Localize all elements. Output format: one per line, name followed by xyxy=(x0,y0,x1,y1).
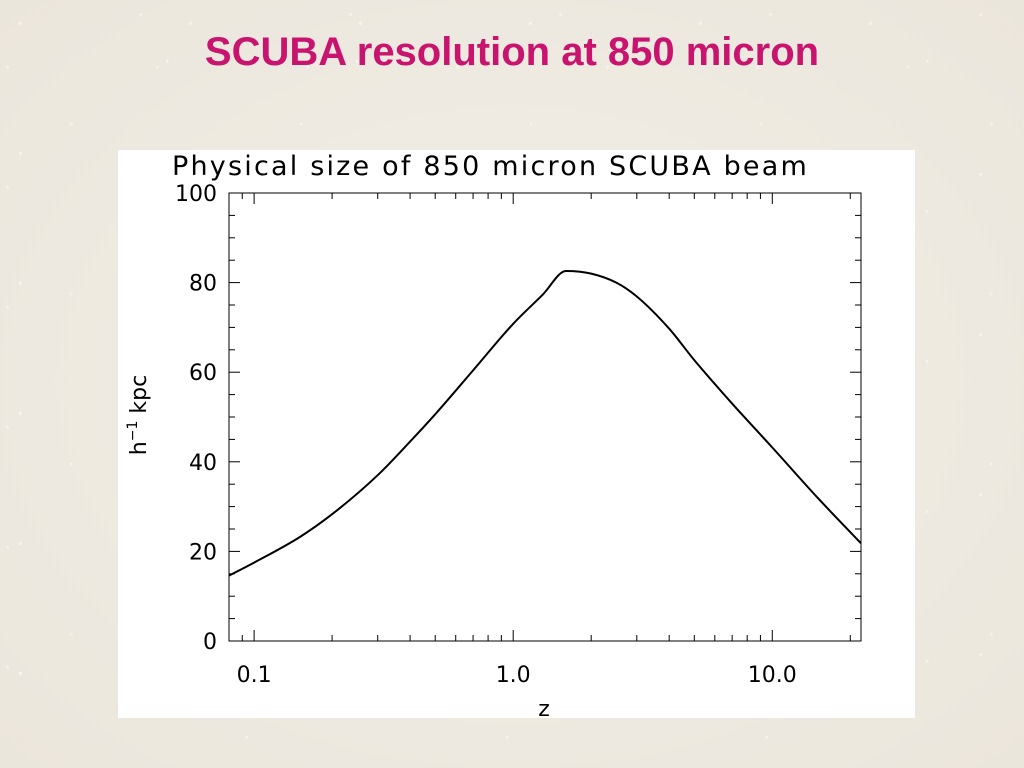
tick-labels: 0 20 40 60 80 100 0.1 1.0 10.0 xyxy=(175,182,797,688)
y-axis-label-unit: kpc xyxy=(127,375,152,421)
axis-ticks xyxy=(228,192,861,642)
x-axis-label: z xyxy=(538,697,550,722)
y-tick-label: 60 xyxy=(189,361,217,386)
x-tick-label: 1.0 xyxy=(496,663,531,688)
y-tick-label: 0 xyxy=(203,630,217,655)
x-tick-label: 0.1 xyxy=(237,663,272,688)
chart-title: Physical size of 850 micron SCUBA beam xyxy=(172,151,809,182)
slide-title: SCUBA resolution at 850 micron xyxy=(204,30,820,74)
y-tick-label: 20 xyxy=(189,540,217,565)
y-axis-label: h−1 kpc xyxy=(125,375,152,455)
y-axis-label-base: h xyxy=(127,441,152,455)
plot-panel xyxy=(118,150,915,718)
plot-frame xyxy=(228,192,862,642)
y-axis-label-sup: −1 xyxy=(125,421,141,442)
data-line xyxy=(228,269,862,577)
y-tick-label: 80 xyxy=(189,272,217,297)
y-tick-label: 40 xyxy=(189,451,217,476)
x-tick-label: 10.0 xyxy=(748,663,797,688)
y-tick-label: 100 xyxy=(175,182,217,207)
